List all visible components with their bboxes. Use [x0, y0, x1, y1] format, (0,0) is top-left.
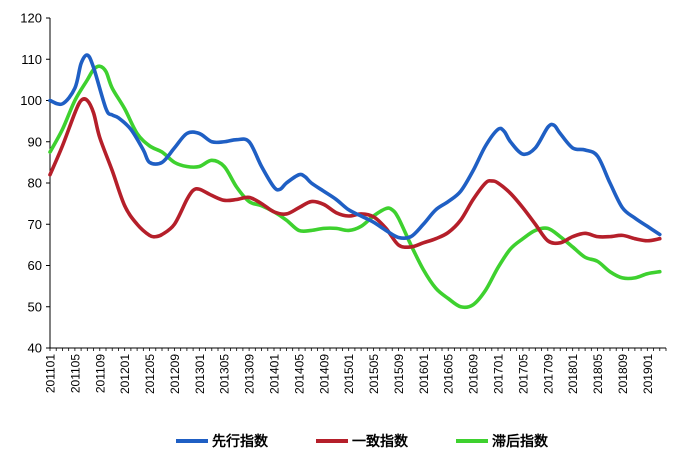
- x-tick-label: 201101: [44, 354, 58, 393]
- y-tick-label: 90: [28, 134, 42, 149]
- y-tick-label: 100: [20, 93, 42, 108]
- series-layer: [48, 53, 662, 310]
- x-tick-label: 201409: [317, 354, 331, 394]
- x-tick-label: 201301: [193, 354, 207, 394]
- x-tick-label: 201201: [118, 354, 132, 394]
- y-tick-label: 110: [21, 52, 42, 67]
- x-tick-label: 201609: [467, 354, 481, 394]
- y-tick-label: 120: [20, 11, 42, 26]
- x-tick-label: 201501: [342, 354, 356, 394]
- x-tick-label: 201809: [616, 354, 630, 394]
- x-tick-label: 201601: [417, 354, 431, 394]
- series-line-3: [48, 64, 662, 310]
- y-axis: 40 50 60 70 80 90 100 110 120: [20, 11, 51, 356]
- x-tick-label: 201401: [268, 354, 282, 394]
- legend-label-3: 滞后指数: [492, 433, 549, 450]
- x-tick-label: 201405: [292, 354, 306, 394]
- y-tick-label: 40: [28, 341, 42, 356]
- x-tick-label: 201709: [541, 354, 555, 394]
- x-tick-label: 201901: [641, 354, 655, 394]
- legend: 先行指数 一致指数 滞后指数: [176, 433, 549, 450]
- x-tick-label: 201205: [143, 354, 157, 394]
- x-tick-label: 201109: [93, 354, 107, 393]
- x-tick-label: 201505: [367, 354, 381, 394]
- y-tick-label: 60: [28, 258, 42, 273]
- x-tick-label: 201509: [392, 354, 406, 394]
- x-tick-label: 201705: [516, 354, 530, 394]
- x-tick-label: 201701: [492, 354, 506, 394]
- x-tick-label: 201605: [442, 354, 456, 394]
- x-tick-label: 201309: [243, 354, 257, 394]
- x-tick-label: 201305: [218, 354, 232, 394]
- x-tick-label: 201105: [68, 354, 82, 393]
- x-tick-label: 201209: [168, 354, 182, 394]
- legend-label-1: 先行指数: [212, 433, 269, 450]
- series-line-2: [48, 97, 662, 250]
- series-line-1: [48, 53, 662, 241]
- x-tick-label: 201801: [566, 354, 580, 394]
- x-axis: 201101 201105 201109 201201 201205 201209 2013…: [44, 347, 667, 394]
- y-tick-label: 50: [28, 299, 42, 314]
- legend-label-2: 一致指数: [352, 433, 409, 450]
- y-tick-label: 70: [28, 217, 42, 232]
- y-tick-label: 80: [28, 176, 42, 191]
- x-tick-label: 201805: [591, 354, 605, 394]
